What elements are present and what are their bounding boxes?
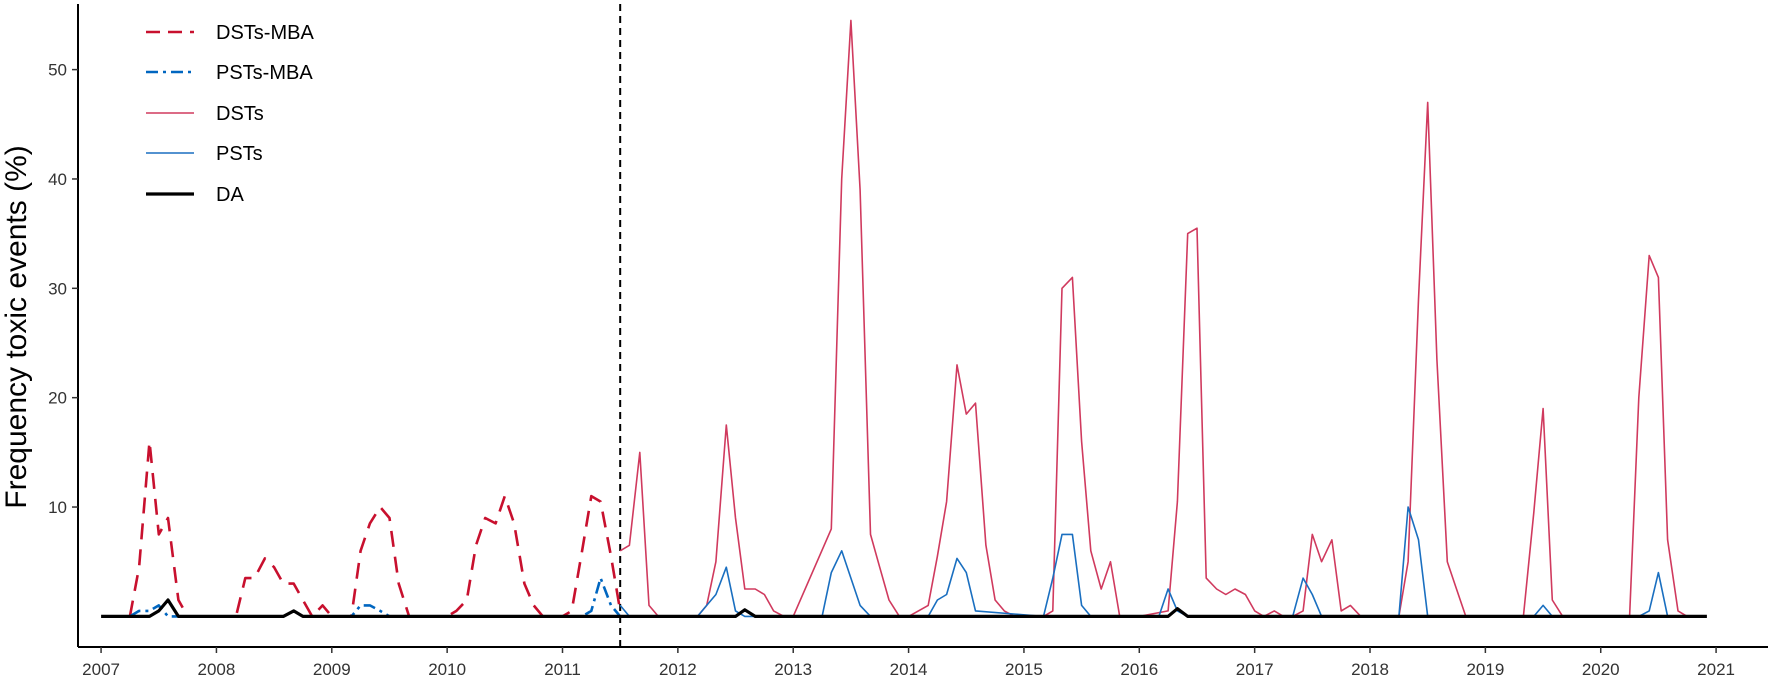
series-line-psts — [619, 506, 1669, 618]
legend-label: DA — [216, 184, 244, 206]
x-tick-label: 2019 — [1466, 660, 1504, 679]
y-tick-label: 50 — [48, 61, 67, 80]
y-tick-label: 20 — [48, 389, 67, 408]
x-tick-label: 2014 — [890, 660, 928, 679]
x-tick-label: 2015 — [1005, 660, 1043, 679]
x-ticks: 2007 2008 2009 2010 2011 2012 2013 2014 2015 2016… — [82, 647, 1735, 679]
x-tick-label: 2007 — [82, 660, 120, 679]
legend-label: DSTs — [216, 103, 264, 125]
legend: DSTs-MBA PSTs-MBA DSTs PSTs DA — [146, 22, 314, 206]
series-line-da — [101, 598, 1707, 619]
series-line-dsts-mba — [128, 440, 622, 618]
x-tick-label: 2016 — [1120, 660, 1158, 679]
y-tick-label: 30 — [48, 279, 67, 298]
y-ticks: 10 20 30 40 50 — [48, 61, 78, 517]
x-tick-label: 2021 — [1697, 660, 1735, 679]
x-tick-label: 2011 — [544, 660, 581, 679]
axes — [77, 4, 1768, 648]
x-tick-label: 2008 — [198, 660, 236, 679]
y-axis-title: Frequency toxic events (%) — [0, 145, 33, 508]
y-tick-label: 10 — [48, 498, 67, 517]
y-tick-label: 40 — [48, 170, 67, 189]
x-tick-label: 2009 — [313, 660, 351, 679]
x-tick-label: 2012 — [659, 660, 697, 679]
legend-label: DSTs-MBA — [216, 22, 314, 44]
legend-label: PSTs-MBA — [216, 62, 313, 84]
x-tick-label: 2018 — [1351, 660, 1389, 679]
x-tick-label: 2013 — [774, 660, 812, 679]
legend-label: PSTs — [216, 143, 263, 165]
series-line-psts-mba — [129, 576, 622, 618]
x-tick-label: 2020 — [1582, 660, 1620, 679]
series-line-dsts — [619, 19, 1697, 618]
series-group — [101, 19, 1707, 619]
x-tick-label: 2010 — [428, 660, 466, 679]
x-tick-label: 2017 — [1236, 660, 1274, 679]
